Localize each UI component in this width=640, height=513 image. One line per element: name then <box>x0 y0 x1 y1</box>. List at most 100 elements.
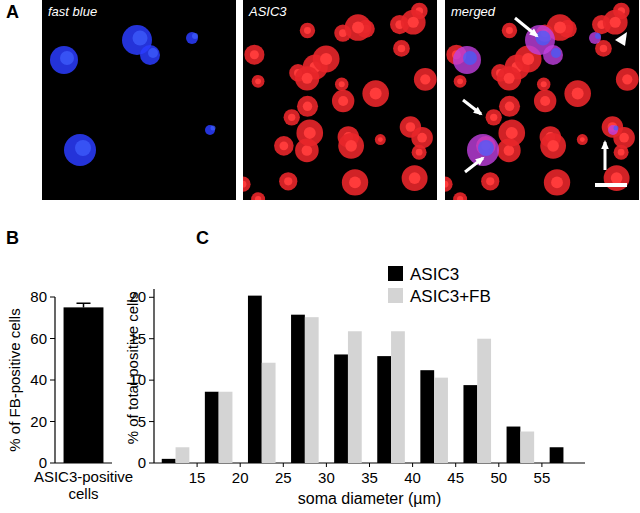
image-title: merged <box>451 4 496 19</box>
blue-cell-core <box>148 48 158 58</box>
red-cell <box>486 109 502 125</box>
blue-cell <box>205 125 215 135</box>
y-axis <box>153 289 154 463</box>
red-cell <box>243 177 251 192</box>
red-cell-core <box>504 145 515 156</box>
tick <box>149 297 154 298</box>
red-cell <box>454 75 467 88</box>
red-cell <box>499 96 520 117</box>
red-cell <box>616 68 639 91</box>
red-cell-core <box>420 74 430 84</box>
label-line: cells <box>68 485 98 502</box>
bar <box>64 307 104 463</box>
red-cell <box>564 80 591 107</box>
blue-cell <box>186 32 198 44</box>
red-cell-core <box>338 96 348 106</box>
red-cell-core <box>551 176 563 188</box>
bar <box>348 331 362 463</box>
plot-area <box>162 296 564 463</box>
red-cell-core <box>541 81 547 87</box>
red-cell <box>362 80 389 107</box>
red-cell-core <box>284 177 292 185</box>
tick <box>50 297 55 298</box>
panel-label: A <box>6 2 19 22</box>
blue-cell-core <box>536 31 551 46</box>
red-cell <box>338 133 364 159</box>
red-cell <box>400 116 421 137</box>
blue-cell <box>453 46 481 74</box>
red-cell <box>544 169 570 195</box>
red-cell-core <box>398 45 406 53</box>
red-cell <box>481 172 499 190</box>
red-cell-core <box>522 53 534 65</box>
tick <box>50 463 55 464</box>
red-cell-core <box>540 96 550 106</box>
cells <box>243 3 437 200</box>
red-cell <box>393 40 410 57</box>
panel-label: B <box>6 228 19 248</box>
tick-label: 20 <box>30 413 47 430</box>
legend-label: ASIC3+FB <box>410 287 491 306</box>
image-panel: fast blue <box>42 0 236 200</box>
red-cell-core <box>547 140 559 152</box>
bar <box>162 459 176 463</box>
red-cell-core <box>320 53 332 65</box>
image-title: ASIC3 <box>248 4 287 19</box>
red-cell <box>295 66 319 90</box>
blue-cell-core <box>551 48 561 58</box>
blue-cell-core <box>192 33 198 39</box>
axis-label: % of total-positive cells <box>124 292 141 445</box>
image-panel: ASIC3 <box>235 0 437 206</box>
red-cell <box>497 66 521 90</box>
red-cell-core <box>378 137 383 142</box>
red-cell-core <box>349 176 361 188</box>
tick <box>50 421 55 422</box>
blue-cell <box>50 46 78 74</box>
red-cell <box>577 134 588 145</box>
red-cell <box>445 177 453 192</box>
red-cell-core <box>255 78 261 84</box>
blue-cell <box>467 134 499 166</box>
tick-label: 60 <box>30 330 47 347</box>
blue-cell-core <box>463 51 477 65</box>
red-cell-core <box>339 81 345 87</box>
red-cell <box>540 133 566 159</box>
tick <box>412 463 413 467</box>
red-cell-core <box>486 177 494 185</box>
bar <box>507 427 521 463</box>
cells <box>50 25 216 166</box>
red-cell <box>375 134 386 145</box>
plot-area <box>64 303 104 463</box>
bar <box>377 356 391 463</box>
tick-label: 25 <box>275 469 292 486</box>
red-cell-core <box>506 127 518 139</box>
red-cell <box>342 169 368 195</box>
tick-label: 20 <box>232 469 249 486</box>
image-background <box>445 0 639 200</box>
red-cell-core <box>457 196 463 200</box>
red-cell-core <box>250 50 259 59</box>
red-cell-core <box>352 22 364 34</box>
red-cell <box>297 96 318 117</box>
red-cell-core <box>255 196 261 200</box>
red-cell-core <box>554 22 566 34</box>
red-cell <box>252 75 265 88</box>
tick <box>498 463 499 467</box>
red-cell <box>300 23 315 38</box>
tick-label: 50 <box>490 469 507 486</box>
tick <box>50 380 55 381</box>
tick-label: 40 <box>404 469 421 486</box>
bar <box>391 331 405 463</box>
blue-cell-core <box>75 140 91 156</box>
tick-label: 15 <box>189 469 206 486</box>
bar <box>563 463 577 464</box>
red-cell-core <box>580 137 585 142</box>
tick-label: 35 <box>361 469 378 486</box>
bar <box>291 315 305 463</box>
red-cell <box>345 14 372 41</box>
red-cell <box>402 165 428 191</box>
red-cell-core <box>505 102 514 111</box>
red-cell <box>244 45 264 65</box>
red-cell-core <box>409 172 421 184</box>
red-cell-core <box>457 78 463 84</box>
